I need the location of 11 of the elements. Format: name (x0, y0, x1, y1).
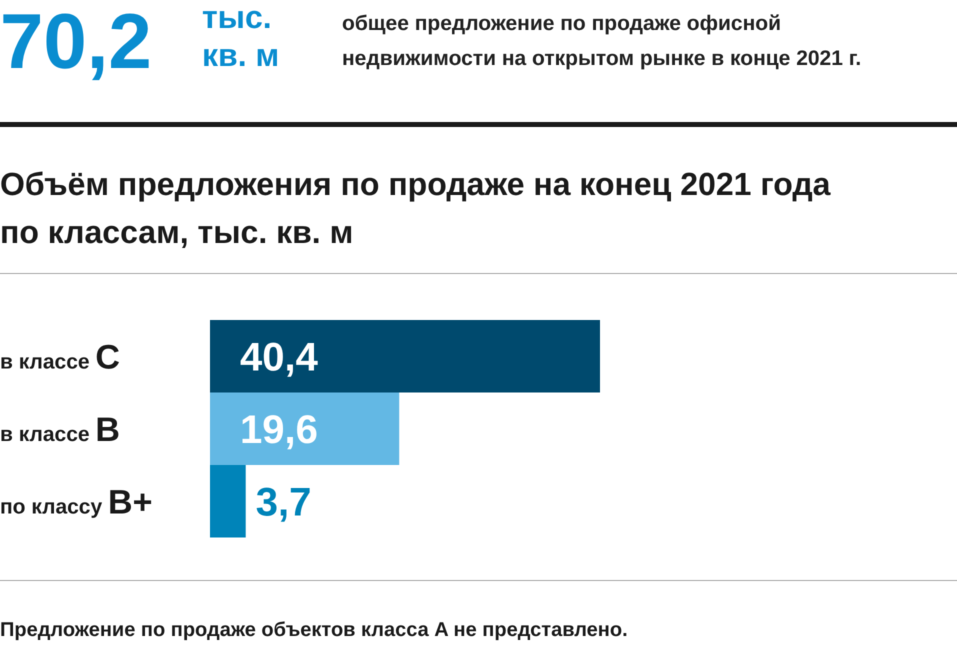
text: тыс. кв. м (202, 0, 280, 73)
chart-title: Объём предложения по продаже на конец 2021 года по классам, тыс. кв. м (0, 166, 831, 250)
y-tick-label: по классу B+ (0, 483, 152, 522)
y-tick-label: в классе C (0, 338, 120, 376)
y-tick-label: в классе B (0, 410, 120, 449)
text: 70,2 (0, 0, 152, 85)
text: общее предложение по продаже офисной недвижимости на открытом рынке в конце 2021 г. (342, 12, 862, 70)
data-label: 3,7 (256, 480, 312, 524)
data-label: 40,4 (240, 335, 319, 380)
data-label: 19,6 (240, 408, 318, 452)
text: Предложение по продаже объектов класса A не представлено. (0, 619, 628, 641)
